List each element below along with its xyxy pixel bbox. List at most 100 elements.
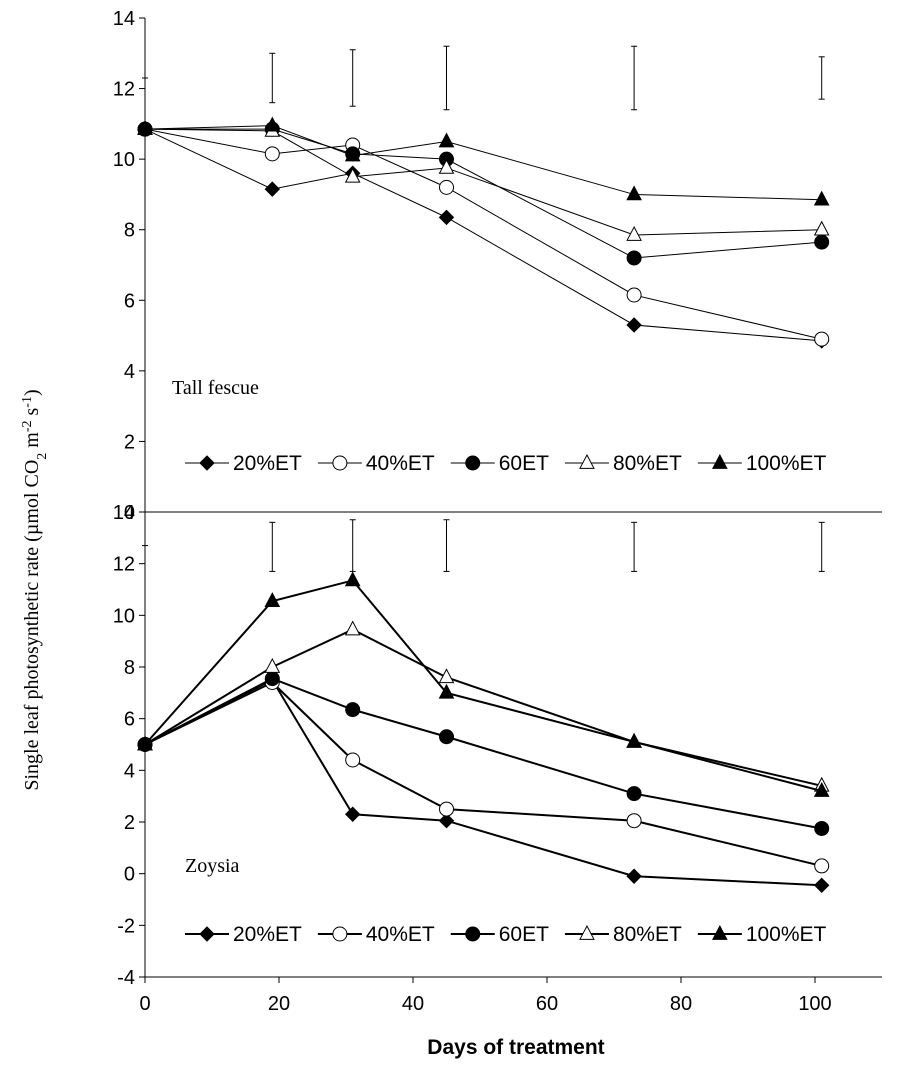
x-axis-title: Days of treatment xyxy=(427,1036,604,1059)
data-point-40pctet xyxy=(626,287,642,303)
legend-label-20pctet: 20%ET xyxy=(233,452,302,475)
y-tick-label: 2 xyxy=(124,812,135,834)
y-tick-label: 4 xyxy=(124,361,135,383)
y-tick-label: 2 xyxy=(124,431,135,453)
series-line-60et xyxy=(144,677,822,830)
series-line-100pctet xyxy=(144,125,822,201)
legend-marker-80pctet xyxy=(579,453,595,469)
y-tick-label: -4 xyxy=(117,967,135,989)
data-point-100pctet xyxy=(438,132,455,148)
legend-marker-100pctet xyxy=(711,453,728,469)
y-tick-label: -2 xyxy=(117,915,135,937)
y-axis-title-end: ) xyxy=(21,389,43,396)
data-point-80pctet xyxy=(626,225,642,241)
legend-label-60et: 60ET xyxy=(499,452,549,475)
legend-label-80pctet: 80%ET xyxy=(613,923,682,946)
data-point-40pctet xyxy=(264,146,280,162)
y-tick-label: 6 xyxy=(124,709,135,731)
axes-layer xyxy=(139,17,882,983)
y-axis-title-sup1: -2 xyxy=(20,421,35,433)
data-point-40pctet xyxy=(814,331,830,347)
legend-label-80pctet: 80%ET xyxy=(613,452,682,475)
data-point-100pctet xyxy=(813,781,830,797)
series-line-80pctet xyxy=(144,628,822,787)
data-point-20pctet xyxy=(626,317,642,333)
y-tick-label: 0 xyxy=(124,864,135,886)
data-point-80pctet xyxy=(438,158,455,174)
data-point-20pctet xyxy=(438,813,455,829)
data-point-100pctet xyxy=(264,116,281,132)
legend-marker-60et xyxy=(465,455,481,471)
data-point-60et xyxy=(814,234,830,250)
labels-layer: 0 20 40 60 80 100 0 2 4 6 8 10 12 14 Tall fescue -4 -2 0 2… xyxy=(113,8,832,1015)
data-point-80pctet xyxy=(438,668,455,684)
legend-marker-40pctet xyxy=(332,455,348,471)
y-tick-label: 8 xyxy=(124,657,135,679)
data-point-80pctet xyxy=(813,220,830,236)
legend-label-40pctet: 40%ET xyxy=(366,923,435,946)
data-point-100pctet xyxy=(438,683,455,699)
data-point-60et xyxy=(814,820,830,836)
data-point-20pctet xyxy=(813,877,830,893)
y-tick-label: 10 xyxy=(113,605,135,627)
data-point-100pctet xyxy=(626,185,642,201)
data-point-60et xyxy=(626,786,642,802)
data-point-60et xyxy=(345,702,361,718)
y-tick-label: 0 xyxy=(124,502,135,524)
error-bars-layer xyxy=(142,45,825,572)
legends-layer: 20%ET 40%ET 60ET 80%ET 100%ET 20%ET 40%ET 60ET 8… xyxy=(185,452,827,946)
data-point-20pctet xyxy=(264,181,281,197)
data-point-40pctet xyxy=(345,752,361,768)
data-point-60et xyxy=(264,671,280,687)
data-point-100pctet xyxy=(137,735,153,751)
series-line-100pctet xyxy=(144,579,822,792)
data-point-60et xyxy=(626,250,642,266)
series-line-40pctet xyxy=(144,128,822,340)
legend-label-100pctet: 100%ET xyxy=(746,452,827,475)
data-point-100pctet xyxy=(137,120,153,135)
y-axis-title-sub: 2 xyxy=(35,453,50,460)
panel-label: Tall fescue xyxy=(172,377,259,399)
data-point-40pctet xyxy=(814,858,830,874)
y-axis-title: Single leaf photosynthetic rate (µmol CO… xyxy=(20,389,50,790)
series-line-60et xyxy=(145,128,822,259)
data-point-100pctet xyxy=(626,732,642,748)
data-point-60et xyxy=(439,729,454,745)
y-tick-label: 8 xyxy=(124,220,135,242)
data-point-100pctet xyxy=(264,592,281,607)
series-line-20pctet xyxy=(144,678,822,887)
y-tick-label: 14 xyxy=(113,8,135,30)
y-axis-title-mid2: s xyxy=(21,408,43,421)
y-tick-label: 12 xyxy=(113,554,135,576)
x-tick-label: 80 xyxy=(670,993,692,1015)
data-point-40pctet xyxy=(439,801,454,817)
x-tick-label: 40 xyxy=(402,993,424,1015)
legend-label-60et: 60ET xyxy=(499,923,549,946)
data-point-40pctet xyxy=(626,813,642,829)
series-layer xyxy=(137,116,830,893)
data-point-100pctet xyxy=(344,571,361,587)
y-axis-title-sup2: -1 xyxy=(20,396,35,408)
x-tick-label: 20 xyxy=(268,993,290,1015)
legend-label-20pctet: 20%ET xyxy=(233,923,302,946)
data-point-20pctet xyxy=(626,868,642,884)
legend-label-40pctet: 40%ET xyxy=(366,452,435,475)
data-point-80pctet xyxy=(344,620,361,636)
series-line-20pctet xyxy=(144,128,822,342)
legend-marker-60et xyxy=(465,926,481,942)
data-point-100pctet xyxy=(344,146,361,162)
legend-marker-80pctet xyxy=(579,924,595,940)
series-line-80pctet xyxy=(144,128,822,236)
legend-marker-100pctet xyxy=(711,924,728,940)
y-tick-label: 4 xyxy=(124,760,135,782)
y-axis-title-mid: m xyxy=(21,432,43,453)
data-point-80pctet xyxy=(264,657,281,673)
legend-marker-40pctet xyxy=(332,926,348,942)
y-tick-label: 10 xyxy=(113,149,135,171)
legend-label-100pctet: 100%ET xyxy=(746,923,827,946)
x-tick-label: 0 xyxy=(139,993,150,1015)
y-tick-label: 12 xyxy=(113,79,135,101)
series-line-40pctet xyxy=(144,681,822,867)
legend-marker-20pctet xyxy=(199,455,215,471)
